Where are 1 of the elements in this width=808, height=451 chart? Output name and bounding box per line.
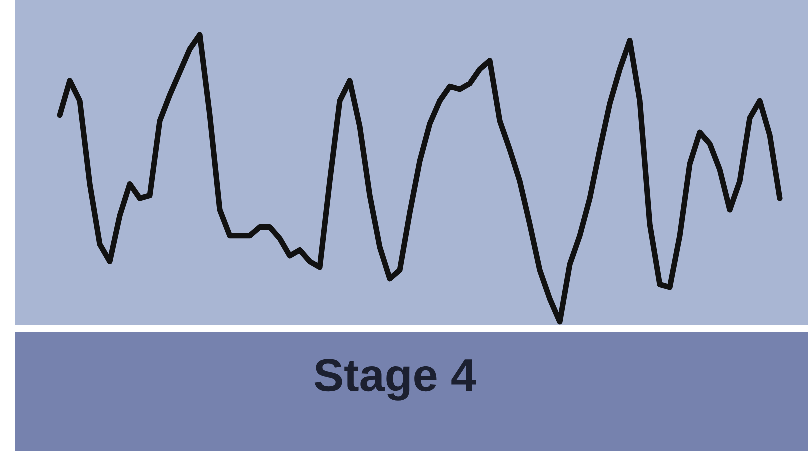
text: Stage 4	[314, 359, 476, 401]
